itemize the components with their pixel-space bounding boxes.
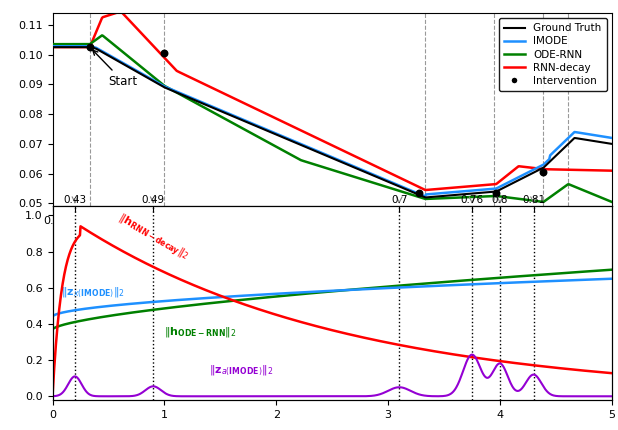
Point: [159, 49, 169, 56]
Point: [491, 190, 501, 197]
Text: $\|\mathbf{h}_{\mathbf{RNN-decay}}\|_2$: $\|\mathbf{h}_{\mathbf{RNN-decay}}\|_2$: [114, 210, 192, 264]
Point: [85, 44, 95, 51]
Text: $\|\mathbf{z}_{a(\mathbf{IMODE})}\|_2$: $\|\mathbf{z}_{a(\mathbf{IMODE})}\|_2$: [209, 363, 273, 378]
Text: Start: Start: [93, 50, 138, 88]
Legend: Ground Truth, IMODE, ODE-RNN, RNN-decay, Intervention: Ground Truth, IMODE, ODE-RNN, RNN-decay,…: [499, 18, 607, 91]
Point: [414, 190, 424, 197]
Point: [538, 169, 548, 175]
Text: $\|\mathbf{z}_{x(\mathbf{IMODE})}\|_2$: $\|\mathbf{z}_{x(\mathbf{IMODE})}\|_2$: [61, 286, 125, 300]
Text: $\|\mathbf{h}_{\mathbf{ODE-RNN}}\|_2$: $\|\mathbf{h}_{\mathbf{ODE-RNN}}\|_2$: [164, 326, 237, 339]
